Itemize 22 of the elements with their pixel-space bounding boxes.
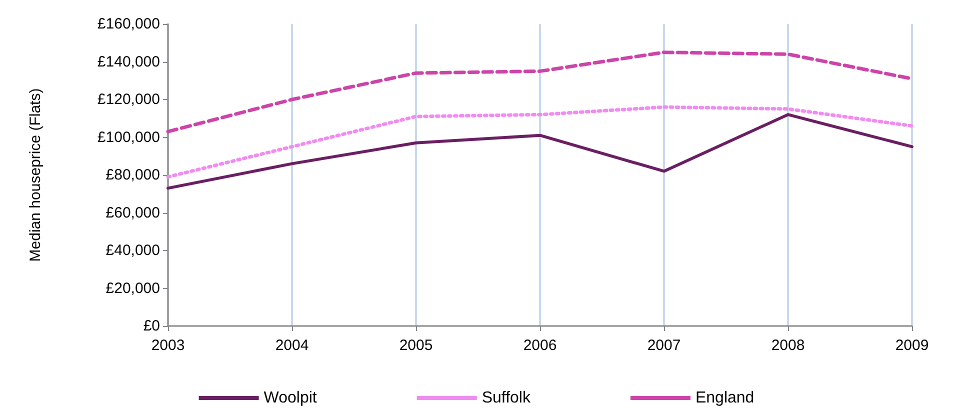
line-series xyxy=(166,105,914,179)
y-tick-label: £80,000 xyxy=(106,166,160,184)
legend-label: Suffolk xyxy=(482,390,532,406)
y-tick-label: £100,000 xyxy=(97,128,160,146)
x-tick-label: 2004 xyxy=(275,337,309,354)
y-tick-label: £0 xyxy=(143,318,160,334)
y-tick-label: £120,000 xyxy=(97,91,160,108)
y-tick-label: £40,000 xyxy=(106,242,160,259)
line-series xyxy=(166,113,914,190)
y-tick-label: £60,000 xyxy=(106,204,160,222)
x-tick-label: 2006 xyxy=(523,337,557,354)
y-tick-label: £140,000 xyxy=(97,53,160,70)
x-tick-label: 2003 xyxy=(151,337,185,354)
x-tick-label: 2005 xyxy=(399,337,433,354)
x-tick-label: 2009 xyxy=(895,337,929,354)
x-tick-label: 2007 xyxy=(647,337,681,354)
legend-label: England xyxy=(695,390,754,406)
legend-label: Woolpit xyxy=(264,390,318,406)
x-tick-label: 2008 xyxy=(771,337,805,354)
y-tick-label: £160,000 xyxy=(97,16,160,32)
y-axis-title: Median houseprice (Flats) xyxy=(27,88,44,262)
y-tick-label: £20,000 xyxy=(106,280,160,297)
